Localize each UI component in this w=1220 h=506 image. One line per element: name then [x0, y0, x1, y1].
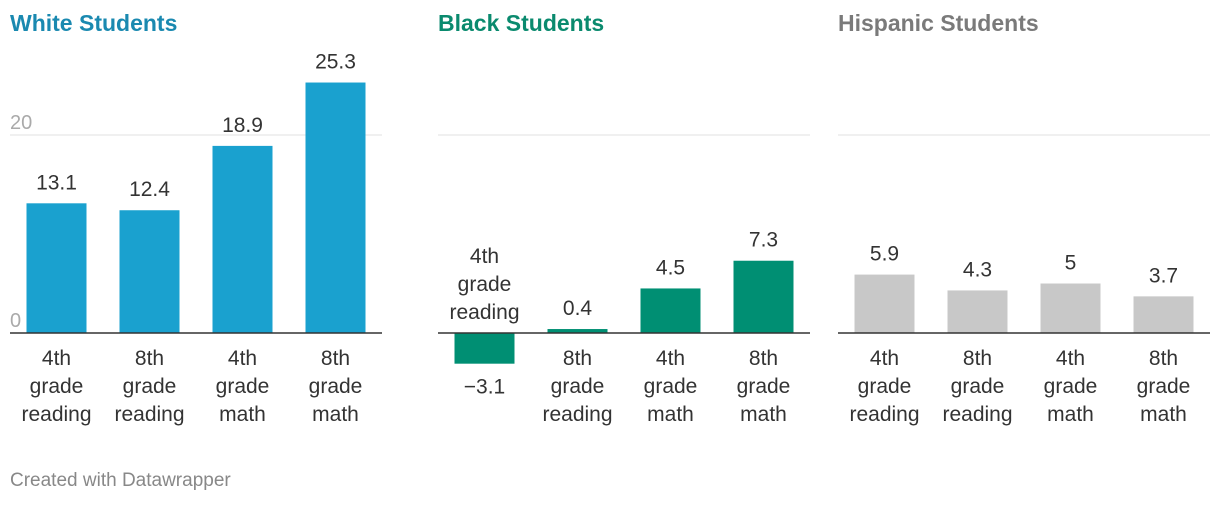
bar — [1040, 283, 1101, 333]
y-tick-label: 0 — [10, 310, 21, 332]
category-label-line: 8th — [749, 347, 778, 370]
value-label: 4.5 — [656, 256, 685, 279]
category-label-line: reading — [449, 301, 519, 324]
bar — [733, 260, 794, 333]
chart-panel-hispanic: Hispanic Students 5.9 4th grade reading 4.3 8… — [838, 0, 1210, 440]
category-label-line: grade — [309, 375, 363, 398]
category-label-line: grade — [551, 375, 605, 398]
bar — [640, 288, 701, 333]
category-label: 4th grade reading — [21, 347, 91, 426]
category-label-line: 8th — [963, 347, 992, 370]
value-label: 18.9 — [222, 114, 263, 137]
bar-chart-white: 0 20 13.1 4th grade reading 12.4 8th grade readin… — [10, 51, 382, 426]
bar — [454, 333, 515, 364]
panel-title: Hispanic Students — [838, 10, 1039, 36]
category-label-line: 8th — [321, 347, 350, 370]
category-label: 8th grade reading — [114, 347, 184, 426]
category-label-line: 4th — [228, 347, 257, 370]
value-label: 4.3 — [963, 258, 992, 281]
value-label: 5 — [1065, 252, 1077, 275]
category-label: 8th grade reading — [542, 347, 612, 426]
category-label-line: 4th — [656, 347, 685, 370]
category-label-line: reading — [21, 403, 91, 426]
bar — [947, 290, 1008, 333]
bar-chart-black: −3.1 4th grade reading 0.4 8th grade reading 4.5… — [438, 134, 810, 426]
category-label-line: 4th — [470, 245, 499, 268]
category-label-line: grade — [1044, 375, 1098, 398]
chart-panel-black: Black Students −3.1 4th grade reading 0.4 8th… — [438, 0, 810, 440]
category-label: 4th grade math — [216, 347, 270, 426]
category-label-line: grade — [737, 375, 791, 398]
category-label: 8th grade math — [309, 347, 363, 426]
value-label: 12.4 — [129, 178, 170, 201]
category-label-line: 8th — [135, 347, 164, 370]
category-label-line: grade — [458, 273, 512, 296]
category-label: 8th grade math — [1137, 347, 1191, 426]
bar — [26, 203, 87, 333]
category-label-line: math — [740, 403, 787, 426]
category-label-line: reading — [849, 403, 919, 426]
category-label: 4th grade math — [644, 347, 698, 426]
category-label-line: reading — [542, 403, 612, 426]
value-label: 7.3 — [749, 229, 778, 252]
category-label-line: grade — [30, 375, 84, 398]
bar — [212, 145, 273, 333]
category-label-line: 4th — [42, 347, 71, 370]
category-label-line: 8th — [563, 347, 592, 370]
category-label-line: math — [312, 403, 359, 426]
category-label-line: grade — [858, 375, 912, 398]
chart-panel-white: White Students 0 20 13.1 4th grade reading 12.… — [10, 0, 382, 440]
category-label-line: grade — [216, 375, 270, 398]
value-label: −3.1 — [464, 376, 505, 399]
bar-chart-hispanic: 5.9 4th grade reading 4.3 8th grade reading 5 4th… — [838, 134, 1210, 426]
category-label: 4th grade math — [1044, 347, 1098, 426]
value-label: 5.9 — [870, 243, 899, 266]
category-label-line: grade — [951, 375, 1005, 398]
bar — [119, 210, 180, 333]
category-label-line: math — [1140, 403, 1187, 426]
category-label-line: 4th — [1056, 347, 1085, 370]
bar — [1133, 296, 1194, 333]
category-label-line: math — [219, 403, 266, 426]
category-label: 8th grade math — [737, 347, 791, 426]
panel-title: White Students — [10, 10, 178, 36]
y-tick-label: 20 — [10, 112, 32, 134]
value-label: 0.4 — [563, 297, 593, 320]
category-label-line: reading — [114, 403, 184, 426]
bar — [854, 274, 915, 333]
credit-text: Created with Datawrapper — [10, 470, 231, 491]
category-label: 4th grade reading — [449, 245, 519, 324]
category-label-line: 4th — [870, 347, 899, 370]
category-label-line: grade — [644, 375, 698, 398]
category-label-line: grade — [1137, 375, 1191, 398]
bar — [305, 82, 366, 333]
category-label: 8th grade reading — [942, 347, 1012, 426]
category-label-line: grade — [123, 375, 177, 398]
category-label-line: 8th — [1149, 347, 1178, 370]
value-label: 13.1 — [36, 171, 77, 194]
category-label-line: math — [1047, 403, 1094, 426]
bar — [547, 329, 608, 333]
category-label: 4th grade reading — [849, 347, 919, 426]
category-label-line: math — [647, 403, 694, 426]
value-label: 3.7 — [1149, 264, 1178, 287]
panel-title: Black Students — [438, 10, 605, 36]
category-label-line: reading — [942, 403, 1012, 426]
value-label: 25.3 — [315, 51, 356, 74]
